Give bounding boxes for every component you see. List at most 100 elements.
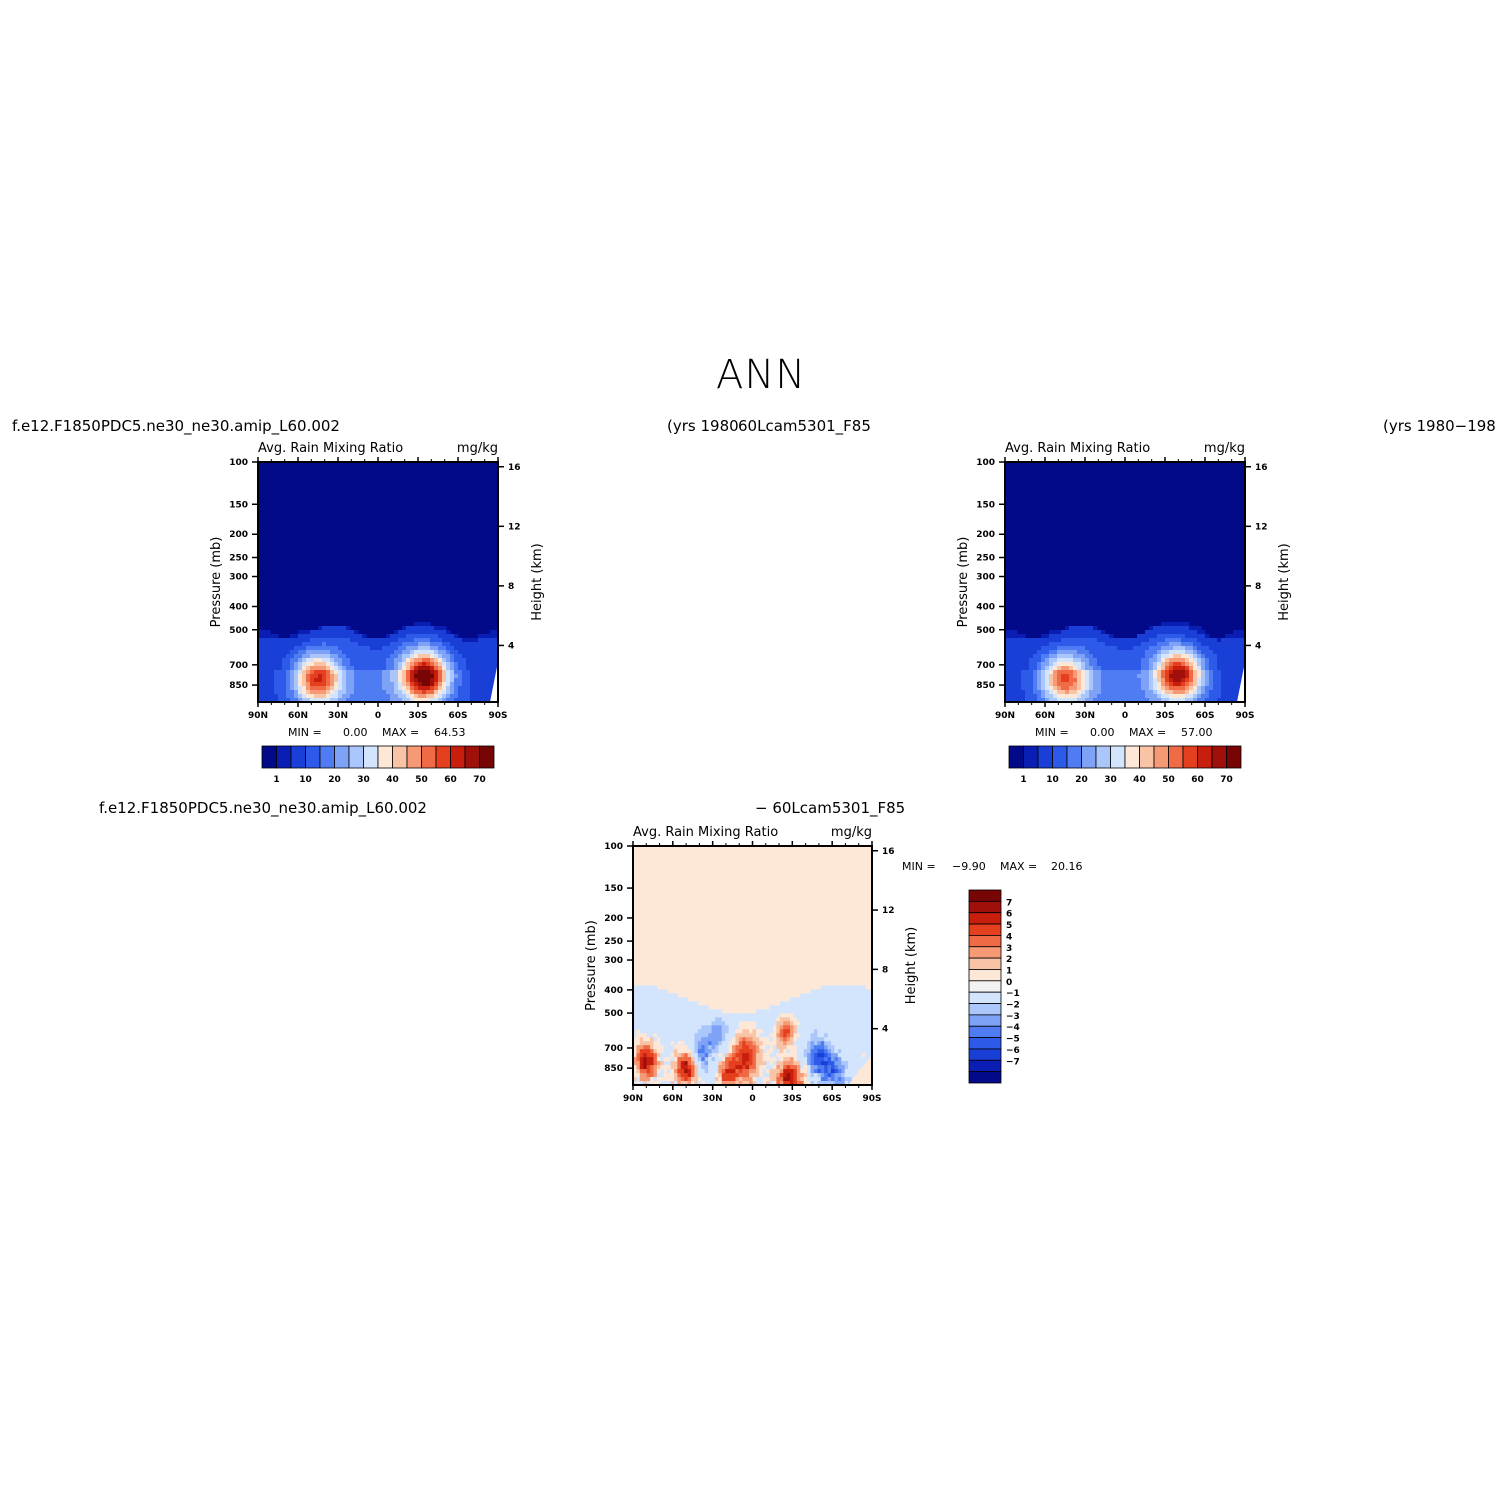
case2-field-cell xyxy=(1149,634,1154,639)
case2-field-cell xyxy=(1173,630,1178,635)
case2-field-cell xyxy=(1109,654,1114,659)
diff-field-cell xyxy=(820,1073,825,1078)
diff-field-cell xyxy=(714,1077,719,1082)
case1-field-cell xyxy=(462,662,467,667)
diff-field-cell xyxy=(738,1057,743,1062)
case1-field-cell xyxy=(258,658,263,663)
case1-field-cell xyxy=(266,638,271,643)
case2-field-cell xyxy=(1177,650,1182,655)
case2-field-cell xyxy=(1185,690,1190,695)
case2-field-cell xyxy=(1225,662,1230,667)
diff-field-cell xyxy=(660,1057,665,1062)
case1-field-cell xyxy=(438,638,443,643)
diff-field-cell xyxy=(673,1045,678,1050)
case1-field-cell xyxy=(298,670,303,675)
diff-field-cell xyxy=(680,1069,685,1074)
case1-field-cell xyxy=(334,666,339,671)
case2-field-cell xyxy=(1033,674,1038,679)
diff-field-cell xyxy=(779,1009,784,1014)
case2-field-cell xyxy=(1069,650,1074,655)
case1-field-cell xyxy=(438,698,443,703)
case1-field-cell xyxy=(438,690,443,695)
case1-field-cell xyxy=(398,690,403,695)
diff-field-cell xyxy=(701,1033,706,1038)
diff-field-cell xyxy=(759,1017,764,1022)
case1-field-cell xyxy=(490,678,495,683)
case2-field-cell xyxy=(1125,678,1130,683)
case1-field-cell xyxy=(318,626,323,631)
diff-field-cell xyxy=(653,1041,658,1046)
diff-field-cell xyxy=(643,985,648,990)
diff-field-cell xyxy=(735,1069,740,1074)
case2-field-cell xyxy=(1217,682,1222,687)
case1-field-cell xyxy=(414,634,419,639)
diff-field-cell xyxy=(735,1081,740,1086)
diff-field-cell xyxy=(721,1021,726,1026)
case1-field-cell xyxy=(490,674,495,679)
case2-field-cell xyxy=(1069,662,1074,667)
diff-field-cell xyxy=(646,989,651,994)
diff-field-cell xyxy=(868,1009,873,1014)
case2-field-cell xyxy=(1045,698,1050,703)
diff-field-cell xyxy=(786,1049,791,1054)
case2-field-cell xyxy=(1193,638,1198,643)
case1-min-label: MIN = xyxy=(288,726,322,739)
diff-field-cell xyxy=(800,1041,805,1046)
diff-field-cell xyxy=(796,1041,801,1046)
diff-field-cell xyxy=(851,989,856,994)
case2-field-cell xyxy=(1125,686,1130,691)
diff-field-cell xyxy=(718,1029,723,1034)
case1-field-cell xyxy=(322,674,327,679)
case2-field-cell xyxy=(1145,686,1150,691)
case1-field-cell xyxy=(382,666,387,671)
diff-field-cell xyxy=(691,1045,696,1050)
diff-field-cell xyxy=(660,1045,665,1050)
case2-field-cell xyxy=(1241,642,1246,647)
diff-field-cell xyxy=(776,1017,781,1022)
case2-field-cell xyxy=(1209,638,1214,643)
case2-field-cell xyxy=(1065,674,1070,679)
diff-field-cell xyxy=(854,1025,859,1030)
case2-field-cell xyxy=(1177,634,1182,639)
case2-field-cell xyxy=(1117,670,1122,675)
case2-field-cell xyxy=(1237,686,1242,691)
case2-field-cell xyxy=(1161,670,1166,675)
case2-field-cell xyxy=(1073,642,1078,647)
case1-field-cell xyxy=(422,622,427,627)
diff-field-cell xyxy=(762,1077,767,1082)
case2-field-cell xyxy=(1185,662,1190,667)
case1-field-cell xyxy=(442,634,447,639)
case1-field-cell xyxy=(390,690,395,695)
diff-field-cell xyxy=(783,1073,788,1078)
case2-field-cell xyxy=(1197,638,1202,643)
case2-field-cell xyxy=(1141,666,1146,671)
diff-field-cell xyxy=(824,1025,829,1030)
case2-field-cell xyxy=(1021,690,1026,695)
case2-field-cell xyxy=(1081,694,1086,699)
case2-field-cell xyxy=(1181,674,1186,679)
case2-field-cell xyxy=(1093,642,1098,647)
diff-field-cell xyxy=(790,1069,795,1074)
diff-field-cell xyxy=(844,985,849,990)
diff-field-cell xyxy=(643,1005,648,1010)
case2-field-cell xyxy=(1153,642,1158,647)
diff-field-cell xyxy=(670,1073,675,1078)
diff-field-cell xyxy=(793,1077,798,1082)
diff-field-cell xyxy=(653,1033,658,1038)
diff-field-cell xyxy=(769,1049,774,1054)
case1-field-cell xyxy=(378,658,383,663)
diff-field-cell xyxy=(687,1065,692,1070)
diff-field-cell xyxy=(854,985,859,990)
case2-field-cell xyxy=(1189,666,1194,671)
diff-field-cell xyxy=(735,1045,740,1050)
case1-field-cell xyxy=(274,638,279,643)
diff-field-cell xyxy=(738,1013,743,1018)
diff-field-cell xyxy=(670,1049,675,1054)
case2-field-cell xyxy=(1181,634,1186,639)
case2-field-cell xyxy=(1029,650,1034,655)
case1-field-cell xyxy=(294,678,299,683)
case2-field-cell xyxy=(1169,678,1174,683)
case1-field-cell xyxy=(262,662,267,667)
case2-field-cell xyxy=(1189,670,1194,675)
case2-field-cell xyxy=(1149,666,1154,671)
